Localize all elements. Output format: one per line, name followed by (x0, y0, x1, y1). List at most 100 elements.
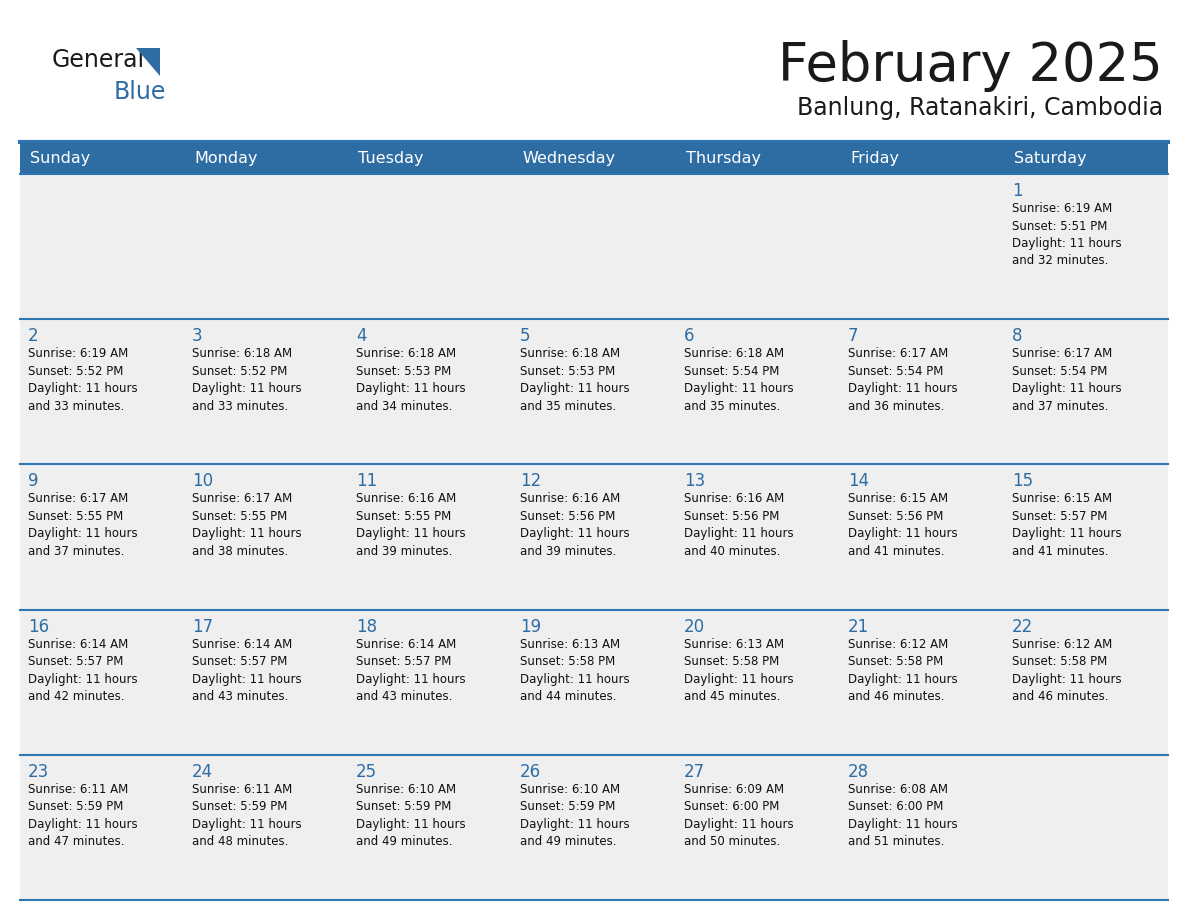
Text: 3: 3 (192, 327, 203, 345)
Text: Sunrise: 6:11 AM
Sunset: 5:59 PM
Daylight: 11 hours
and 47 minutes.: Sunrise: 6:11 AM Sunset: 5:59 PM Dayligh… (29, 783, 138, 848)
Text: 20: 20 (684, 618, 706, 635)
Text: Monday: Monday (194, 151, 258, 165)
Text: 23: 23 (29, 763, 49, 781)
Polygon shape (135, 48, 160, 76)
Text: 24: 24 (192, 763, 213, 781)
Bar (840, 319, 1004, 465)
Bar (1004, 174, 1168, 319)
Text: Wednesday: Wednesday (522, 151, 615, 165)
Text: 12: 12 (520, 473, 542, 490)
Bar (184, 755, 348, 900)
Bar (348, 174, 512, 319)
Bar (20, 755, 184, 900)
Bar (20, 465, 184, 610)
Text: 11: 11 (356, 473, 378, 490)
Text: Friday: Friday (849, 151, 899, 165)
Text: Sunrise: 6:08 AM
Sunset: 6:00 PM
Daylight: 11 hours
and 51 minutes.: Sunrise: 6:08 AM Sunset: 6:00 PM Dayligh… (848, 783, 958, 848)
Text: February 2025: February 2025 (778, 40, 1163, 92)
Text: 5: 5 (520, 327, 531, 345)
Text: Sunrise: 6:13 AM
Sunset: 5:58 PM
Daylight: 11 hours
and 44 minutes.: Sunrise: 6:13 AM Sunset: 5:58 PM Dayligh… (520, 638, 630, 703)
Bar (840, 755, 1004, 900)
Text: 1: 1 (1012, 182, 1023, 200)
Text: Banlung, Ratanakiri, Cambodia: Banlung, Ratanakiri, Cambodia (797, 96, 1163, 120)
Bar (1004, 465, 1168, 610)
Bar (20, 142, 1168, 174)
Text: Sunrise: 6:16 AM
Sunset: 5:56 PM
Daylight: 11 hours
and 39 minutes.: Sunrise: 6:16 AM Sunset: 5:56 PM Dayligh… (520, 492, 630, 558)
Bar (348, 610, 512, 755)
Text: Sunrise: 6:13 AM
Sunset: 5:58 PM
Daylight: 11 hours
and 45 minutes.: Sunrise: 6:13 AM Sunset: 5:58 PM Dayligh… (684, 638, 794, 703)
Bar (184, 610, 348, 755)
Text: 2: 2 (29, 327, 39, 345)
Text: Sunrise: 6:16 AM
Sunset: 5:55 PM
Daylight: 11 hours
and 39 minutes.: Sunrise: 6:16 AM Sunset: 5:55 PM Dayligh… (356, 492, 466, 558)
Bar (512, 755, 676, 900)
Text: 7: 7 (848, 327, 859, 345)
Text: Saturday: Saturday (1015, 151, 1087, 165)
Bar (348, 755, 512, 900)
Text: Sunrise: 6:18 AM
Sunset: 5:54 PM
Daylight: 11 hours
and 35 minutes.: Sunrise: 6:18 AM Sunset: 5:54 PM Dayligh… (684, 347, 794, 413)
Bar (1004, 755, 1168, 900)
Text: 26: 26 (520, 763, 541, 781)
Text: Thursday: Thursday (685, 151, 762, 165)
Bar (676, 319, 840, 465)
Text: 15: 15 (1012, 473, 1034, 490)
Bar (20, 610, 184, 755)
Bar (512, 465, 676, 610)
Bar (676, 174, 840, 319)
Bar (348, 319, 512, 465)
Bar (184, 174, 348, 319)
Text: Sunrise: 6:18 AM
Sunset: 5:52 PM
Daylight: 11 hours
and 33 minutes.: Sunrise: 6:18 AM Sunset: 5:52 PM Dayligh… (192, 347, 302, 413)
Bar (184, 319, 348, 465)
Bar (348, 465, 512, 610)
Bar (20, 174, 184, 319)
Text: 19: 19 (520, 618, 541, 635)
Bar (840, 610, 1004, 755)
Text: 28: 28 (848, 763, 870, 781)
Bar (1004, 319, 1168, 465)
Text: Tuesday: Tuesday (358, 151, 423, 165)
Bar (512, 174, 676, 319)
Text: Sunrise: 6:18 AM
Sunset: 5:53 PM
Daylight: 11 hours
and 35 minutes.: Sunrise: 6:18 AM Sunset: 5:53 PM Dayligh… (520, 347, 630, 413)
Text: 10: 10 (192, 473, 213, 490)
Text: 22: 22 (1012, 618, 1034, 635)
Text: Sunrise: 6:12 AM
Sunset: 5:58 PM
Daylight: 11 hours
and 46 minutes.: Sunrise: 6:12 AM Sunset: 5:58 PM Dayligh… (848, 638, 958, 703)
Text: 6: 6 (684, 327, 695, 345)
Bar (512, 319, 676, 465)
Text: Blue: Blue (114, 80, 166, 104)
Text: Sunrise: 6:19 AM
Sunset: 5:51 PM
Daylight: 11 hours
and 32 minutes.: Sunrise: 6:19 AM Sunset: 5:51 PM Dayligh… (1012, 202, 1121, 267)
Text: Sunrise: 6:16 AM
Sunset: 5:56 PM
Daylight: 11 hours
and 40 minutes.: Sunrise: 6:16 AM Sunset: 5:56 PM Dayligh… (684, 492, 794, 558)
Text: Sunrise: 6:14 AM
Sunset: 5:57 PM
Daylight: 11 hours
and 43 minutes.: Sunrise: 6:14 AM Sunset: 5:57 PM Dayligh… (192, 638, 302, 703)
Text: Sunrise: 6:18 AM
Sunset: 5:53 PM
Daylight: 11 hours
and 34 minutes.: Sunrise: 6:18 AM Sunset: 5:53 PM Dayligh… (356, 347, 466, 413)
Bar (676, 465, 840, 610)
Bar (676, 755, 840, 900)
Bar (512, 610, 676, 755)
Text: Sunrise: 6:17 AM
Sunset: 5:55 PM
Daylight: 11 hours
and 37 minutes.: Sunrise: 6:17 AM Sunset: 5:55 PM Dayligh… (29, 492, 138, 558)
Text: Sunrise: 6:19 AM
Sunset: 5:52 PM
Daylight: 11 hours
and 33 minutes.: Sunrise: 6:19 AM Sunset: 5:52 PM Dayligh… (29, 347, 138, 413)
Text: Sunrise: 6:11 AM
Sunset: 5:59 PM
Daylight: 11 hours
and 48 minutes.: Sunrise: 6:11 AM Sunset: 5:59 PM Dayligh… (192, 783, 302, 848)
Text: Sunrise: 6:17 AM
Sunset: 5:54 PM
Daylight: 11 hours
and 37 minutes.: Sunrise: 6:17 AM Sunset: 5:54 PM Dayligh… (1012, 347, 1121, 413)
Text: Sunrise: 6:15 AM
Sunset: 5:56 PM
Daylight: 11 hours
and 41 minutes.: Sunrise: 6:15 AM Sunset: 5:56 PM Dayligh… (848, 492, 958, 558)
Text: Sunrise: 6:12 AM
Sunset: 5:58 PM
Daylight: 11 hours
and 46 minutes.: Sunrise: 6:12 AM Sunset: 5:58 PM Dayligh… (1012, 638, 1121, 703)
Bar (676, 610, 840, 755)
Text: Sunrise: 6:14 AM
Sunset: 5:57 PM
Daylight: 11 hours
and 42 minutes.: Sunrise: 6:14 AM Sunset: 5:57 PM Dayligh… (29, 638, 138, 703)
Text: 4: 4 (356, 327, 367, 345)
Bar (1004, 610, 1168, 755)
Text: Sunrise: 6:17 AM
Sunset: 5:55 PM
Daylight: 11 hours
and 38 minutes.: Sunrise: 6:17 AM Sunset: 5:55 PM Dayligh… (192, 492, 302, 558)
Text: 8: 8 (1012, 327, 1023, 345)
Text: 16: 16 (29, 618, 49, 635)
Text: Sunday: Sunday (30, 151, 90, 165)
Text: Sunrise: 6:10 AM
Sunset: 5:59 PM
Daylight: 11 hours
and 49 minutes.: Sunrise: 6:10 AM Sunset: 5:59 PM Dayligh… (520, 783, 630, 848)
Text: Sunrise: 6:15 AM
Sunset: 5:57 PM
Daylight: 11 hours
and 41 minutes.: Sunrise: 6:15 AM Sunset: 5:57 PM Dayligh… (1012, 492, 1121, 558)
Text: General: General (52, 48, 145, 72)
Text: 13: 13 (684, 473, 706, 490)
Text: Sunrise: 6:14 AM
Sunset: 5:57 PM
Daylight: 11 hours
and 43 minutes.: Sunrise: 6:14 AM Sunset: 5:57 PM Dayligh… (356, 638, 466, 703)
Text: 21: 21 (848, 618, 870, 635)
Bar (840, 174, 1004, 319)
Text: 17: 17 (192, 618, 213, 635)
Bar (184, 465, 348, 610)
Text: 14: 14 (848, 473, 870, 490)
Text: Sunrise: 6:09 AM
Sunset: 6:00 PM
Daylight: 11 hours
and 50 minutes.: Sunrise: 6:09 AM Sunset: 6:00 PM Dayligh… (684, 783, 794, 848)
Text: 9: 9 (29, 473, 38, 490)
Text: 27: 27 (684, 763, 706, 781)
Bar (20, 319, 184, 465)
Text: 25: 25 (356, 763, 377, 781)
